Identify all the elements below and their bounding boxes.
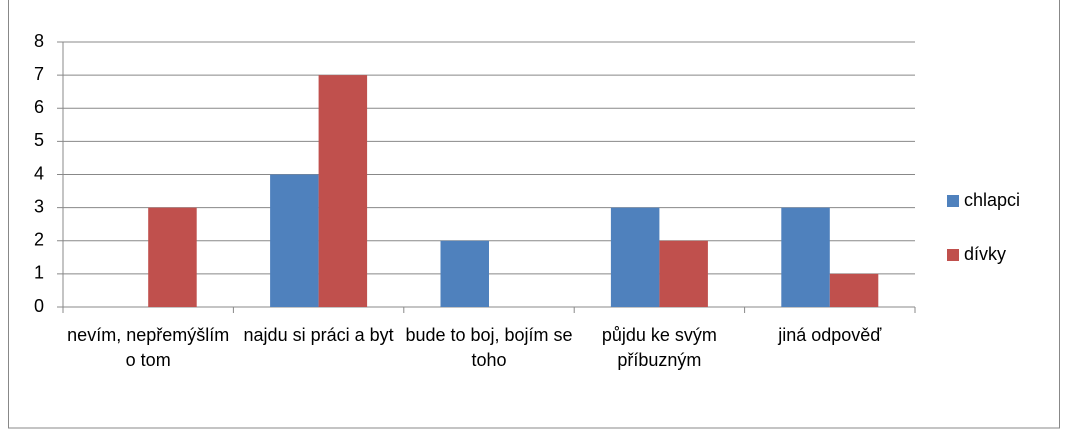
bar — [270, 174, 319, 307]
y-tick-label: 4 — [34, 163, 44, 183]
x-tick-label: nevím, nepřemýšlím o tom — [67, 325, 230, 370]
y-tick-label: 1 — [34, 263, 44, 283]
x-tick-label: bude to boj, bojím se toho — [405, 325, 573, 370]
bar — [610, 207, 660, 307]
y-tick-label: 8 — [34, 31, 44, 51]
bar — [440, 240, 489, 307]
y-tick-label: 6 — [34, 97, 44, 117]
legend-swatch — [947, 195, 959, 207]
x-tick-label-box: jiná odpověď — [778, 325, 882, 345]
bar — [659, 240, 708, 307]
x-tick-label-box: nevím, nepřemýšlím o tom — [67, 325, 230, 370]
bar — [148, 207, 197, 307]
y-tick-label: 0 — [34, 296, 44, 316]
bar — [781, 207, 830, 307]
x-tick-label-box: půjdu ke svým příbuzným — [601, 325, 717, 370]
y-tick-label: 2 — [34, 230, 44, 250]
x-tick-label: najdu si práci a byt — [243, 325, 394, 345]
y-tick-label: 3 — [34, 196, 44, 216]
legend-label: chlapci — [964, 190, 1020, 210]
y-tick-label: 7 — [34, 64, 44, 84]
x-tick-label: jiná odpověď — [778, 325, 882, 345]
bar — [829, 273, 879, 307]
bar — [318, 75, 368, 307]
y-tick-label: 5 — [34, 130, 44, 150]
x-tick-label: půjdu ke svým příbuzným — [601, 325, 717, 370]
x-tick-label-box: bude to boj, bojím se toho — [405, 325, 573, 370]
legend-label: dívky — [964, 244, 1006, 264]
x-tick-label-box: najdu si práci a byt — [243, 325, 394, 345]
legend-swatch — [947, 249, 959, 261]
